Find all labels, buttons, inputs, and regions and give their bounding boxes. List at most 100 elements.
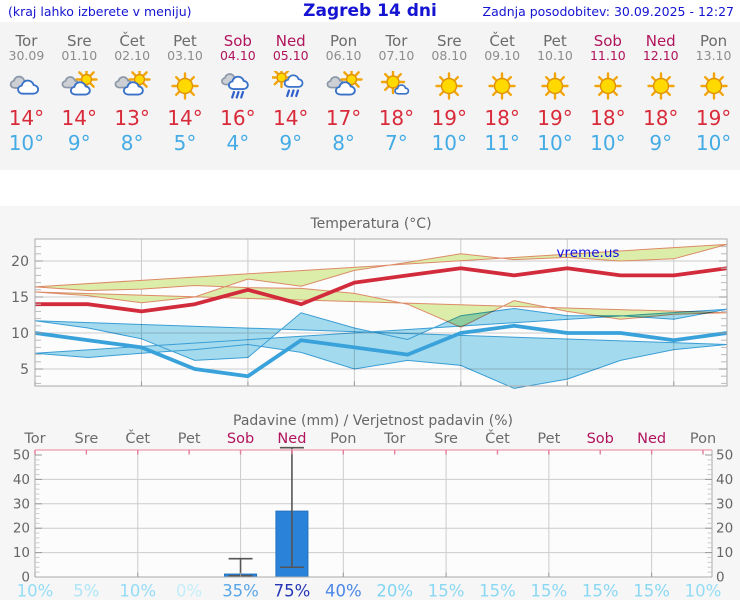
day-icon-cell: [53, 68, 106, 101]
day-date: 30.09: [8, 48, 45, 63]
day-icon-cell: [634, 71, 687, 101]
day-tmax: 18°: [378, 106, 415, 130]
day-tmin: 10°: [537, 131, 573, 155]
day-icon-cell: [529, 71, 582, 101]
page-title: Zagreb 14 dni: [303, 1, 437, 21]
day-tmin: 9°: [67, 131, 91, 155]
weather-icon-partly: [114, 68, 151, 96]
day-tmax: 18°: [642, 106, 679, 130]
probability-label: 15%: [633, 582, 670, 600]
probability-labels: 10% 5% 10% 0% 35% 75% 40% 20% 15% 15% 15% 15% 15% 10%: [17, 582, 722, 600]
y-axis-labels: 0 0 10 10 20 20 30 30 40 40 50 50: [13, 448, 733, 586]
probability-label: 15%: [582, 582, 619, 600]
daily-forecast-strip: Tor 30.09 14° 10° Sre 01.10 14° 9° Čet 02.10 13° 8°…: [0, 22, 740, 170]
day-tmin: 9°: [279, 131, 303, 155]
weather-icon-sunny: [699, 72, 728, 100]
day-tmin: 10°: [431, 131, 467, 155]
day-date: 10.10: [537, 48, 573, 63]
day-name: Sob: [593, 32, 622, 50]
day-label: Čet: [125, 429, 150, 447]
chart-frame: [34, 238, 728, 387]
day-icon-cell: [581, 71, 634, 101]
svg-text:0: 0: [716, 570, 725, 586]
svg-text:15: 15: [11, 290, 29, 306]
probability-label: 0%: [176, 582, 202, 600]
weather-icon-sunny: [488, 72, 516, 100]
probability-label: 15%: [428, 582, 465, 600]
day-name: Ned: [275, 32, 306, 50]
day-tmin: 9°: [649, 131, 673, 155]
day-label: Čet: [485, 429, 510, 447]
probability-label: 5%: [73, 582, 99, 600]
day-icon-cell: [159, 71, 212, 101]
svg-text:0: 0: [21, 570, 30, 586]
day-name: Sre: [436, 32, 462, 50]
tmin-line: [34, 323, 728, 379]
weather-icon-sunny: [435, 72, 463, 100]
probability-label: 15%: [531, 582, 568, 600]
day-tmin: 4°: [226, 131, 250, 155]
day-label: Pet: [537, 431, 560, 447]
day-name: Sob: [223, 32, 252, 50]
tmax-line: [35, 266, 728, 314]
day-date: 02.10: [114, 48, 151, 63]
day-icon-cell: [476, 71, 529, 101]
probability-label: 10%: [685, 582, 722, 600]
weather-icon-partly: [61, 68, 98, 96]
day-tmin: 8°: [120, 131, 144, 155]
day-tmax: 16°: [220, 106, 256, 130]
weather-icon-sun-rain: [270, 66, 304, 98]
weather-icon-rain: [220, 73, 249, 99]
menu-hint-text: (kraj lahko izberete v meniju): [8, 4, 192, 19]
day-name: Pon: [329, 32, 358, 50]
svg-text:10: 10: [11, 326, 29, 342]
precip-chart-title: Padavine (mm) / Verjetnost padavin (%): [233, 413, 513, 429]
day-tmax: 14°: [61, 106, 97, 130]
day-date: 08.10: [431, 48, 468, 63]
svg-text:40: 40: [13, 472, 30, 488]
day-date: 04.10: [219, 48, 256, 63]
day-date: 03.10: [167, 48, 203, 63]
day-label: Sob: [587, 431, 614, 447]
y-axis-labels: 5 10 15 20: [11, 254, 29, 378]
day-name: Čet: [489, 32, 515, 50]
day-name: Tor: [15, 32, 38, 50]
day-name: Ned: [645, 32, 676, 50]
day-name: Pon: [699, 32, 728, 50]
svg-text:10: 10: [13, 545, 30, 561]
svg-text:20: 20: [13, 521, 30, 537]
day-column: Pet 10.10 19° 10°: [529, 22, 582, 170]
probability-label: 20%: [376, 582, 413, 600]
day-date: 01.10: [61, 48, 98, 63]
axis-ticks: [34, 246, 727, 386]
day-tmax: 19°: [537, 106, 573, 130]
day-label: Pet: [178, 431, 201, 447]
probability-label: 35%: [222, 582, 259, 600]
svg-text:20: 20: [716, 521, 733, 537]
day-tmax: 19°: [431, 106, 467, 130]
day-column: Sre 01.10 14° 9°: [53, 22, 106, 170]
top-day-ticks: [34, 450, 704, 455]
temperature-chart: 5 10 15 20 Temperatura (°C) vreme.us: [11, 216, 728, 389]
day-tmax: 18°: [484, 106, 520, 130]
probability-label: 15%: [479, 582, 516, 600]
plot-area: [35, 450, 712, 577]
weather-icon-partly: [326, 68, 363, 96]
day-column: Sre 08.10 19° 10°: [423, 22, 476, 170]
svg-text:50: 50: [13, 448, 30, 464]
weather-icon-sunny: [541, 72, 569, 100]
header: (kraj lahko izberete v meniju) Zagreb 14…: [0, 0, 740, 22]
day-column: Tor 30.09 14° 10°: [0, 22, 53, 170]
weather-icon-sunny: [594, 72, 622, 100]
day-label: Sob: [227, 431, 254, 447]
day-tmax: 19°: [695, 106, 732, 130]
day-tmax: 17°: [325, 106, 362, 130]
weather-icon-cloudy: [10, 75, 40, 95]
day-icon-cell: [687, 71, 740, 101]
day-name: Sre: [66, 32, 92, 50]
watermark-link[interactable]: vreme.us: [557, 245, 620, 261]
day-label: Ned: [637, 431, 666, 447]
day-tmin: 5°: [173, 131, 197, 155]
day-column: Čet 09.10 18° 11°: [476, 22, 529, 170]
day-date: 11.10: [589, 48, 626, 63]
